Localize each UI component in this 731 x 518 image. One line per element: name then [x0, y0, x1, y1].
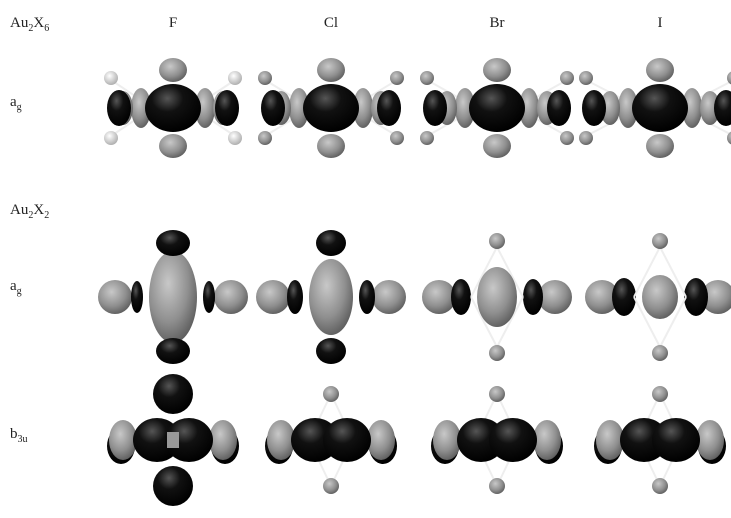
subscript: 3u: [18, 434, 28, 445]
orbital-lobe: [684, 278, 708, 316]
orbital-lobe: [359, 280, 375, 314]
orbital-lobe: [423, 90, 447, 126]
orbital-lobe: [261, 90, 285, 126]
orbital-node: [167, 432, 179, 448]
orbital-lobe: [547, 90, 571, 126]
orbital-lobe: [303, 84, 359, 132]
orbital-lobe: [477, 267, 517, 327]
orbital-lobe: [215, 90, 239, 126]
atom: [489, 478, 505, 494]
orbital-lobe: [145, 84, 201, 132]
atom: [214, 280, 248, 314]
orbital-lobe: [483, 134, 511, 158]
orbital-lobe: [483, 58, 511, 82]
atom: [489, 386, 505, 402]
orbital-lobe: [309, 259, 353, 335]
row-label: ag: [10, 94, 22, 113]
orbital-lobe: [433, 420, 461, 460]
orbital-lobe: [652, 418, 700, 462]
atom: [256, 280, 290, 314]
atom: [372, 280, 406, 314]
subscript: g: [17, 286, 22, 297]
atom: [390, 131, 404, 145]
atom: [153, 374, 193, 414]
orbital-lobe: [612, 278, 636, 316]
orbital-lobe: [367, 420, 395, 460]
label-part: b: [10, 426, 18, 442]
atom: [104, 131, 118, 145]
atom: [560, 71, 574, 85]
orbital-lobe: [596, 420, 624, 460]
orbital-lobe: [316, 338, 346, 364]
atom: [258, 71, 272, 85]
orbital-lobe: [469, 84, 525, 132]
section-label: Au2X2: [10, 202, 49, 221]
atom: [153, 466, 193, 506]
atom: [489, 345, 505, 361]
orbital-lobe: [156, 338, 190, 364]
orbital-lobe: [377, 90, 401, 126]
column-header: I: [658, 15, 663, 31]
column-header: Cl: [324, 15, 338, 31]
orbital-lobe: [696, 420, 724, 460]
orbital-lobe: [582, 90, 606, 126]
orbital-lobe: [159, 134, 187, 158]
orbital-lobe: [267, 420, 295, 460]
orbital-lobe: [149, 251, 197, 343]
subscript: 6: [44, 23, 49, 34]
figure: FClBrIAu2X6agAu2X2agb3u: [0, 0, 731, 518]
atom: [98, 280, 132, 314]
orbital-lobe: [646, 58, 674, 82]
orbital-lobe: [523, 279, 543, 315]
orbital-lobe: [107, 90, 131, 126]
atom: [422, 280, 456, 314]
orbital-lobe: [451, 279, 471, 315]
atom: [652, 386, 668, 402]
column-header: F: [169, 15, 177, 31]
atom: [652, 233, 668, 249]
orbital-lobe: [131, 281, 143, 313]
orbital-lobe: [632, 84, 688, 132]
atom: [560, 131, 574, 145]
atom: [390, 71, 404, 85]
orbital-lobe: [209, 420, 237, 460]
orbital-lobe: [533, 420, 561, 460]
atom: [228, 71, 242, 85]
atom: [420, 71, 434, 85]
atom: [228, 131, 242, 145]
label-part: X: [33, 202, 44, 218]
label-part: Au: [10, 15, 29, 31]
atom: [652, 478, 668, 494]
atom: [652, 345, 668, 361]
atom: [420, 131, 434, 145]
orbital-lobe: [642, 275, 678, 319]
row-label: ag: [10, 278, 22, 297]
section-label: Au2X6: [10, 15, 49, 34]
orbital-lobe: [156, 230, 190, 256]
atom: [258, 131, 272, 145]
orbital-lobe: [203, 281, 215, 313]
atom: [489, 233, 505, 249]
label-part: X: [33, 15, 44, 31]
orbital-lobe: [646, 134, 674, 158]
orbital-lobe: [323, 418, 371, 462]
orbital-lobe: [316, 230, 346, 256]
orbital-lobe: [159, 58, 187, 82]
subscript: 2: [44, 210, 49, 221]
atom: [579, 71, 593, 85]
label-part: Au: [10, 202, 29, 218]
atom: [323, 478, 339, 494]
atom: [579, 131, 593, 145]
atom: [104, 71, 118, 85]
orbital-lobe: [287, 280, 303, 314]
atom: [538, 280, 572, 314]
atom: [323, 386, 339, 402]
row-label: b3u: [10, 426, 28, 445]
column-header: Br: [490, 15, 505, 31]
orbital-lobe: [317, 134, 345, 158]
orbital-lobe: [109, 420, 137, 460]
orbital-lobe: [317, 58, 345, 82]
orbital-lobe: [489, 418, 537, 462]
subscript: g: [17, 102, 22, 113]
